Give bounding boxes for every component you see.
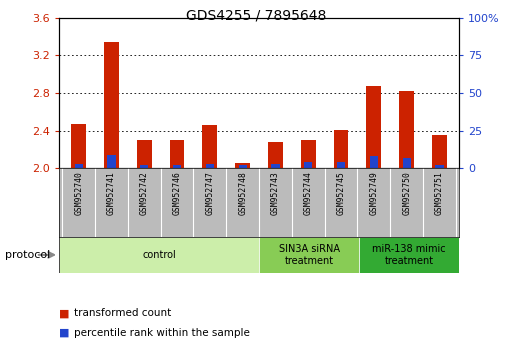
Bar — [436, 165, 444, 168]
Bar — [104, 42, 119, 168]
Text: GSM952744: GSM952744 — [304, 171, 313, 215]
Bar — [301, 140, 315, 168]
Text: ■: ■ — [59, 308, 69, 318]
Bar — [268, 142, 283, 168]
Bar — [333, 130, 348, 168]
Text: control: control — [142, 250, 176, 260]
Bar — [206, 164, 214, 168]
Bar — [140, 165, 148, 168]
Bar — [403, 158, 411, 168]
Text: miR-138 mimic
treatment: miR-138 mimic treatment — [372, 244, 446, 266]
Bar — [71, 124, 86, 168]
Bar — [107, 155, 115, 168]
Text: GSM952750: GSM952750 — [402, 171, 411, 215]
Text: GSM952747: GSM952747 — [205, 171, 214, 215]
Text: GSM952748: GSM952748 — [238, 171, 247, 215]
Text: GSM952749: GSM952749 — [369, 171, 379, 215]
Bar — [203, 125, 217, 168]
Bar — [432, 135, 447, 168]
Text: GDS4255 / 7895648: GDS4255 / 7895648 — [186, 9, 327, 23]
Bar — [399, 91, 414, 168]
Bar — [137, 140, 152, 168]
Bar — [173, 165, 181, 168]
Text: GSM952742: GSM952742 — [140, 171, 149, 215]
Bar — [337, 162, 345, 168]
FancyBboxPatch shape — [59, 237, 259, 273]
Bar — [74, 164, 83, 168]
Text: GSM952746: GSM952746 — [172, 171, 182, 215]
Bar — [304, 162, 312, 168]
Bar — [271, 164, 280, 168]
Bar — [170, 140, 185, 168]
Text: protocol: protocol — [5, 250, 50, 260]
Text: transformed count: transformed count — [74, 308, 172, 318]
Bar — [239, 165, 247, 168]
Text: GSM952751: GSM952751 — [435, 171, 444, 215]
Text: GSM952743: GSM952743 — [271, 171, 280, 215]
FancyBboxPatch shape — [359, 237, 459, 273]
Text: GSM952745: GSM952745 — [337, 171, 346, 215]
Text: percentile rank within the sample: percentile rank within the sample — [74, 328, 250, 338]
Bar — [370, 156, 378, 168]
Bar — [366, 86, 381, 168]
Text: GSM952741: GSM952741 — [107, 171, 116, 215]
FancyBboxPatch shape — [259, 237, 359, 273]
Bar — [235, 162, 250, 168]
Text: SIN3A siRNA
treatment: SIN3A siRNA treatment — [279, 244, 340, 266]
Text: GSM952740: GSM952740 — [74, 171, 83, 215]
Text: ■: ■ — [59, 328, 69, 338]
